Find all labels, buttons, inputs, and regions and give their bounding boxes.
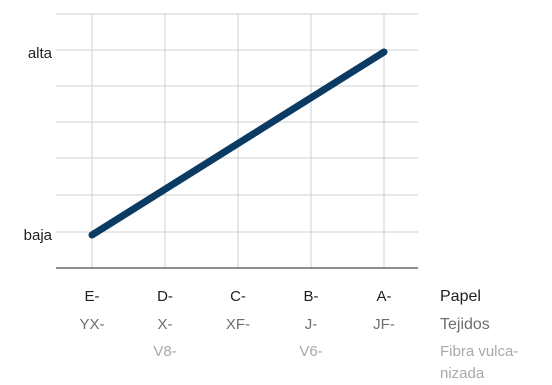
legend-row-fibra-1: Fibra vulca-: [440, 343, 518, 360]
x-tick-label: D-: [157, 288, 173, 305]
legend-row-tejidos: Tejidos: [440, 316, 490, 333]
x-tick-label: A-: [377, 288, 392, 305]
x-tick-label: B-: [304, 288, 319, 305]
x-tick-label: V8-: [153, 343, 176, 360]
y-tick-label-high: alta: [28, 45, 53, 62]
legend: Papel Tejidos Fibra vulca- nizada: [440, 288, 518, 382]
x-tick-label: J-: [305, 316, 318, 333]
x-tick-label: XF-: [226, 316, 250, 333]
x-tick-labels: E- YX- D- X- V8- C- XF- B- J- V6- A- JF-: [79, 288, 394, 360]
legend-row-papel: Papel: [440, 288, 481, 305]
series-line: [88, 48, 388, 239]
x-tick-label: C-: [230, 288, 246, 305]
x-tick-label: X-: [158, 316, 173, 333]
legend-row-fibra-2: nizada: [440, 365, 485, 382]
y-tick-label-low: baja: [24, 227, 53, 244]
x-tick-label: V6-: [299, 343, 322, 360]
grid: [56, 13, 418, 268]
x-tick-label: E-: [85, 288, 100, 305]
x-tick-label: JF-: [373, 316, 395, 333]
x-tick-label: YX-: [79, 316, 104, 333]
